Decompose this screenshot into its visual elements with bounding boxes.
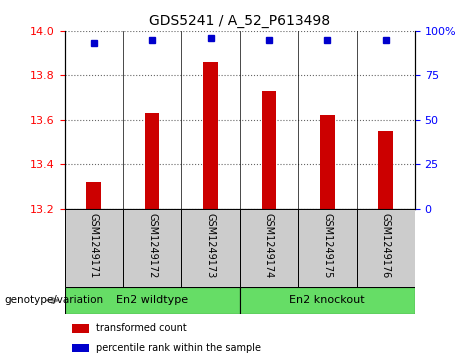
Text: GSM1249175: GSM1249175 — [322, 213, 332, 278]
Text: En2 wildtype: En2 wildtype — [116, 295, 188, 305]
Text: GSM1249171: GSM1249171 — [89, 213, 99, 278]
Text: GSM1249174: GSM1249174 — [264, 213, 274, 278]
Text: En2 knockout: En2 knockout — [290, 295, 365, 305]
Bar — [71, 344, 89, 352]
Bar — [71, 324, 89, 333]
Text: percentile rank within the sample: percentile rank within the sample — [96, 343, 261, 353]
Text: GSM1249173: GSM1249173 — [206, 213, 216, 278]
Text: genotype/variation: genotype/variation — [5, 295, 104, 305]
Text: GSM1249176: GSM1249176 — [381, 213, 391, 278]
Bar — [261, 91, 276, 209]
Bar — [87, 182, 101, 209]
Bar — [181, 209, 240, 287]
Bar — [203, 62, 218, 209]
Title: GDS5241 / A_52_P613498: GDS5241 / A_52_P613498 — [149, 15, 330, 28]
Bar — [320, 115, 335, 209]
Bar — [240, 287, 415, 314]
Bar — [240, 209, 298, 287]
Bar — [298, 209, 356, 287]
Bar — [145, 113, 160, 209]
Bar — [65, 209, 123, 287]
Bar — [378, 131, 393, 209]
Text: GSM1249172: GSM1249172 — [147, 213, 157, 278]
Bar — [123, 209, 181, 287]
Text: transformed count: transformed count — [96, 323, 187, 334]
Bar — [356, 209, 415, 287]
Bar — [65, 287, 240, 314]
